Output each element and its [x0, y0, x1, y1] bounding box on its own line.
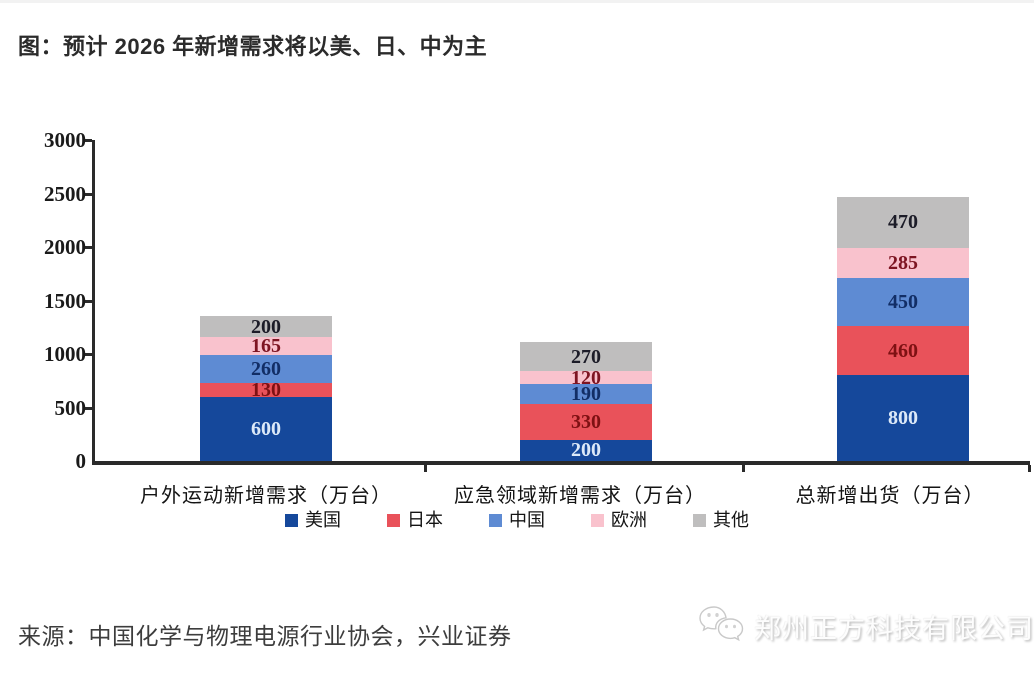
source-note: 来源：中国化学与物理电源行业协会，兴业证券 [18, 623, 512, 649]
bar-value-label: 330 [571, 410, 601, 433]
legend-swatch-欧洲 [591, 513, 604, 527]
y-tick-mark-2000 [83, 246, 92, 249]
legend-label: 中国 [509, 510, 545, 530]
bar-value-label: 450 [888, 291, 918, 314]
x-category-label-1: 应急领域新增需求（万台） [454, 485, 706, 507]
y-tick-mark-1500 [83, 299, 92, 303]
bar-segment-中国: 260 [200, 355, 332, 383]
legend-swatch-其他 [693, 513, 706, 527]
watermark-text: 郑州正方科技有限公司 [754, 614, 1034, 644]
legend-swatch-日本 [387, 513, 400, 527]
wechat-bubbles-icon [697, 604, 745, 649]
bar-value-label: 165 [251, 335, 281, 358]
y-tick-mark-3000 [83, 139, 92, 142]
legend-item-其他: 其他 [693, 509, 749, 531]
bar-segment-欧洲: 120 [520, 368, 652, 388]
bar-value-label: 200 [251, 315, 281, 338]
legend-item-中国: 中国 [489, 509, 545, 531]
legend-item-欧洲: 欧洲 [591, 509, 647, 531]
legend-label: 日本 [407, 510, 443, 530]
y-tick-label-3000: 3000 [44, 128, 86, 152]
bar-segment-日本: 460 [837, 326, 969, 376]
legend-swatch-中国 [489, 513, 502, 527]
x-tick-mark-2 [1028, 465, 1031, 472]
y-axis-line [92, 140, 95, 465]
bar-value-label: 270 [571, 345, 601, 368]
bar-segment-其他: 200 [200, 315, 332, 338]
legend-label: 欧洲 [611, 510, 647, 530]
bar-segment-欧洲: 285 [837, 247, 969, 279]
legend-label: 美国 [305, 510, 341, 530]
bar-group-2: 800 460 450 285 470 [837, 197, 969, 461]
bar-value-label: 130 [251, 378, 281, 401]
x-category-label-2: 总新增出货（万台） [795, 485, 985, 507]
bar-segment-其他: 270 [520, 342, 652, 372]
page-title: 图：预计 2026 年新增需求将以美、日、中为主 [18, 34, 488, 59]
y-tick-label-500: 500 [54, 395, 87, 420]
y-tick-label-2500: 2500 [44, 181, 86, 206]
bar-value-label: 120 [571, 366, 601, 389]
y-tick-label-1000: 1000 [44, 342, 86, 366]
bar-segment-中国: 190 [520, 383, 652, 406]
x-axis-line [92, 461, 1030, 465]
bar-value-label: 190 [571, 383, 601, 406]
x-category-label-0: 户外运动新增需求（万台） [140, 485, 392, 507]
x-tick-mark-0 [424, 465, 427, 472]
y-tick-label-1500: 1500 [44, 288, 86, 313]
bar-segment-其他: 470 [837, 197, 969, 248]
bar-group-0: 600 130 260 165 200 [200, 316, 332, 461]
y-tick-mark-1000 [83, 353, 92, 356]
legend-swatch-美国 [285, 513, 298, 527]
watermark: 郑州正方科技有限公司 [697, 604, 1034, 649]
bar-value-label: 200 [571, 439, 601, 462]
bar-value-label: 800 [888, 407, 918, 430]
y-tick-mark-2500 [83, 192, 92, 196]
bar-group-1: 200 330 190 120 270 [520, 342, 652, 461]
bar-segment-美国: 800 [837, 375, 969, 461]
y-tick-mark-500 [83, 406, 92, 410]
legend-label: 其他 [713, 510, 749, 530]
bar-value-label: 600 [251, 417, 281, 440]
bar-value-label: 260 [251, 358, 281, 380]
bar-value-label: 460 [888, 339, 918, 362]
bar-segment-欧洲: 165 [200, 335, 332, 358]
bar-value-label: 285 [888, 251, 918, 274]
bar-segment-中国: 450 [837, 278, 969, 327]
legend-item-日本: 日本 [387, 509, 443, 531]
legend-item-美国: 美国 [285, 509, 341, 531]
bar-segment-日本: 130 [200, 378, 332, 401]
bar-segment-美国: 600 [200, 396, 332, 461]
x-tick-mark-1 [742, 465, 745, 472]
bar-value-label: 470 [888, 211, 918, 234]
bar-segment-日本: 330 [520, 404, 652, 440]
y-tick-label-0: 0 [75, 449, 87, 473]
chart-legend: 美国 日本 中国 欧洲 其他 [0, 509, 1034, 531]
bar-segment-美国: 200 [520, 439, 652, 462]
y-tick-label-2000: 2000 [44, 235, 86, 259]
